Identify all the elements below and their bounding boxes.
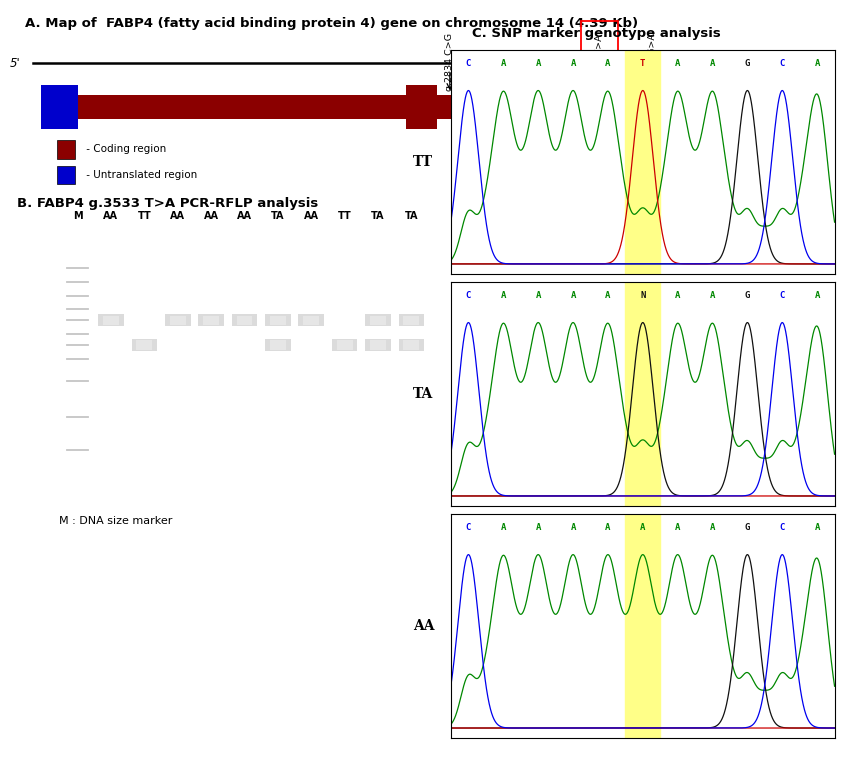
Text: A: A [710,291,715,300]
Text: A: A [571,522,576,532]
Text: TT: TT [413,155,433,169]
Text: AA: AA [413,619,435,633]
Bar [406,85,437,129]
Text: A: A [535,522,541,532]
Text: TT: TT [137,211,151,221]
Text: G: G [744,59,750,67]
Text: TA: TA [371,211,384,221]
Text: C: C [780,522,785,532]
Text: C: C [465,291,471,300]
Bar [41,85,78,129]
Text: A: A [710,522,715,532]
Text: A: A [675,291,680,300]
Bar [57,166,75,184]
Text: C: C [465,522,471,532]
Text: AA: AA [303,211,319,221]
Text: TA: TA [413,387,433,401]
Text: A: A [814,59,820,67]
Text: A: A [571,291,576,300]
Text: A: A [501,59,506,67]
Text: AA: AA [237,211,252,221]
Text: M: M [72,211,83,221]
Text: A: A [605,291,610,300]
Text: M : DNA size marker: M : DNA size marker [59,516,172,526]
Bar [626,50,660,274]
Text: A. Map of  FABP4 (fatty acid binding protein 4) gene on chromosome 14 (4.39 Kb): A. Map of FABP4 (fatty acid binding prot… [25,17,638,30]
Text: T: T [640,59,646,67]
Text: TA: TA [405,211,418,221]
Bar [765,85,802,129]
Text: A: A [535,291,541,300]
Text: A: A [640,522,646,532]
Text: - Coding region: - Coding region [83,145,166,155]
Text: g.3533 T>A: g.3533 T>A [595,35,604,92]
Text: 5': 5' [10,57,21,70]
Text: TA: TA [271,211,285,221]
Text: AA: AA [170,211,185,221]
Bar [41,95,802,119]
Text: A: A [605,59,610,67]
Text: C: C [780,59,785,67]
Text: C: C [780,291,785,300]
Text: A: A [814,522,820,532]
Bar [584,85,615,129]
Text: AA: AA [104,211,118,221]
Text: g.2834 C>G: g.2834 C>G [445,34,454,92]
Text: 3': 3' [810,57,821,70]
Text: C. SNP marker genotype analysis: C. SNP marker genotype analysis [472,27,721,40]
Text: B. FABP4 g.3533 T>A PCR-RFLP analysis: B. FABP4 g.3533 T>A PCR-RFLP analysis [17,197,318,210]
Text: A: A [535,59,541,67]
Text: G: G [744,522,750,532]
Text: A: A [571,59,576,67]
Text: G: G [744,291,750,300]
Text: A: A [605,522,610,532]
Text: AA: AA [204,211,218,221]
Text: A: A [710,59,715,67]
Text: g.3691 G>A: g.3691 G>A [647,34,657,92]
Bar [626,514,660,738]
Text: N: N [640,291,646,300]
Text: TT: TT [338,211,352,221]
Text: A: A [501,522,506,532]
Bar [626,282,660,506]
Text: A: A [501,291,506,300]
Text: C: C [465,59,471,67]
Text: A: A [814,291,820,300]
Text: A: A [675,522,680,532]
Text: - Untranslated region: - Untranslated region [83,170,197,180]
Text: A: A [675,59,680,67]
Bar [57,140,75,158]
